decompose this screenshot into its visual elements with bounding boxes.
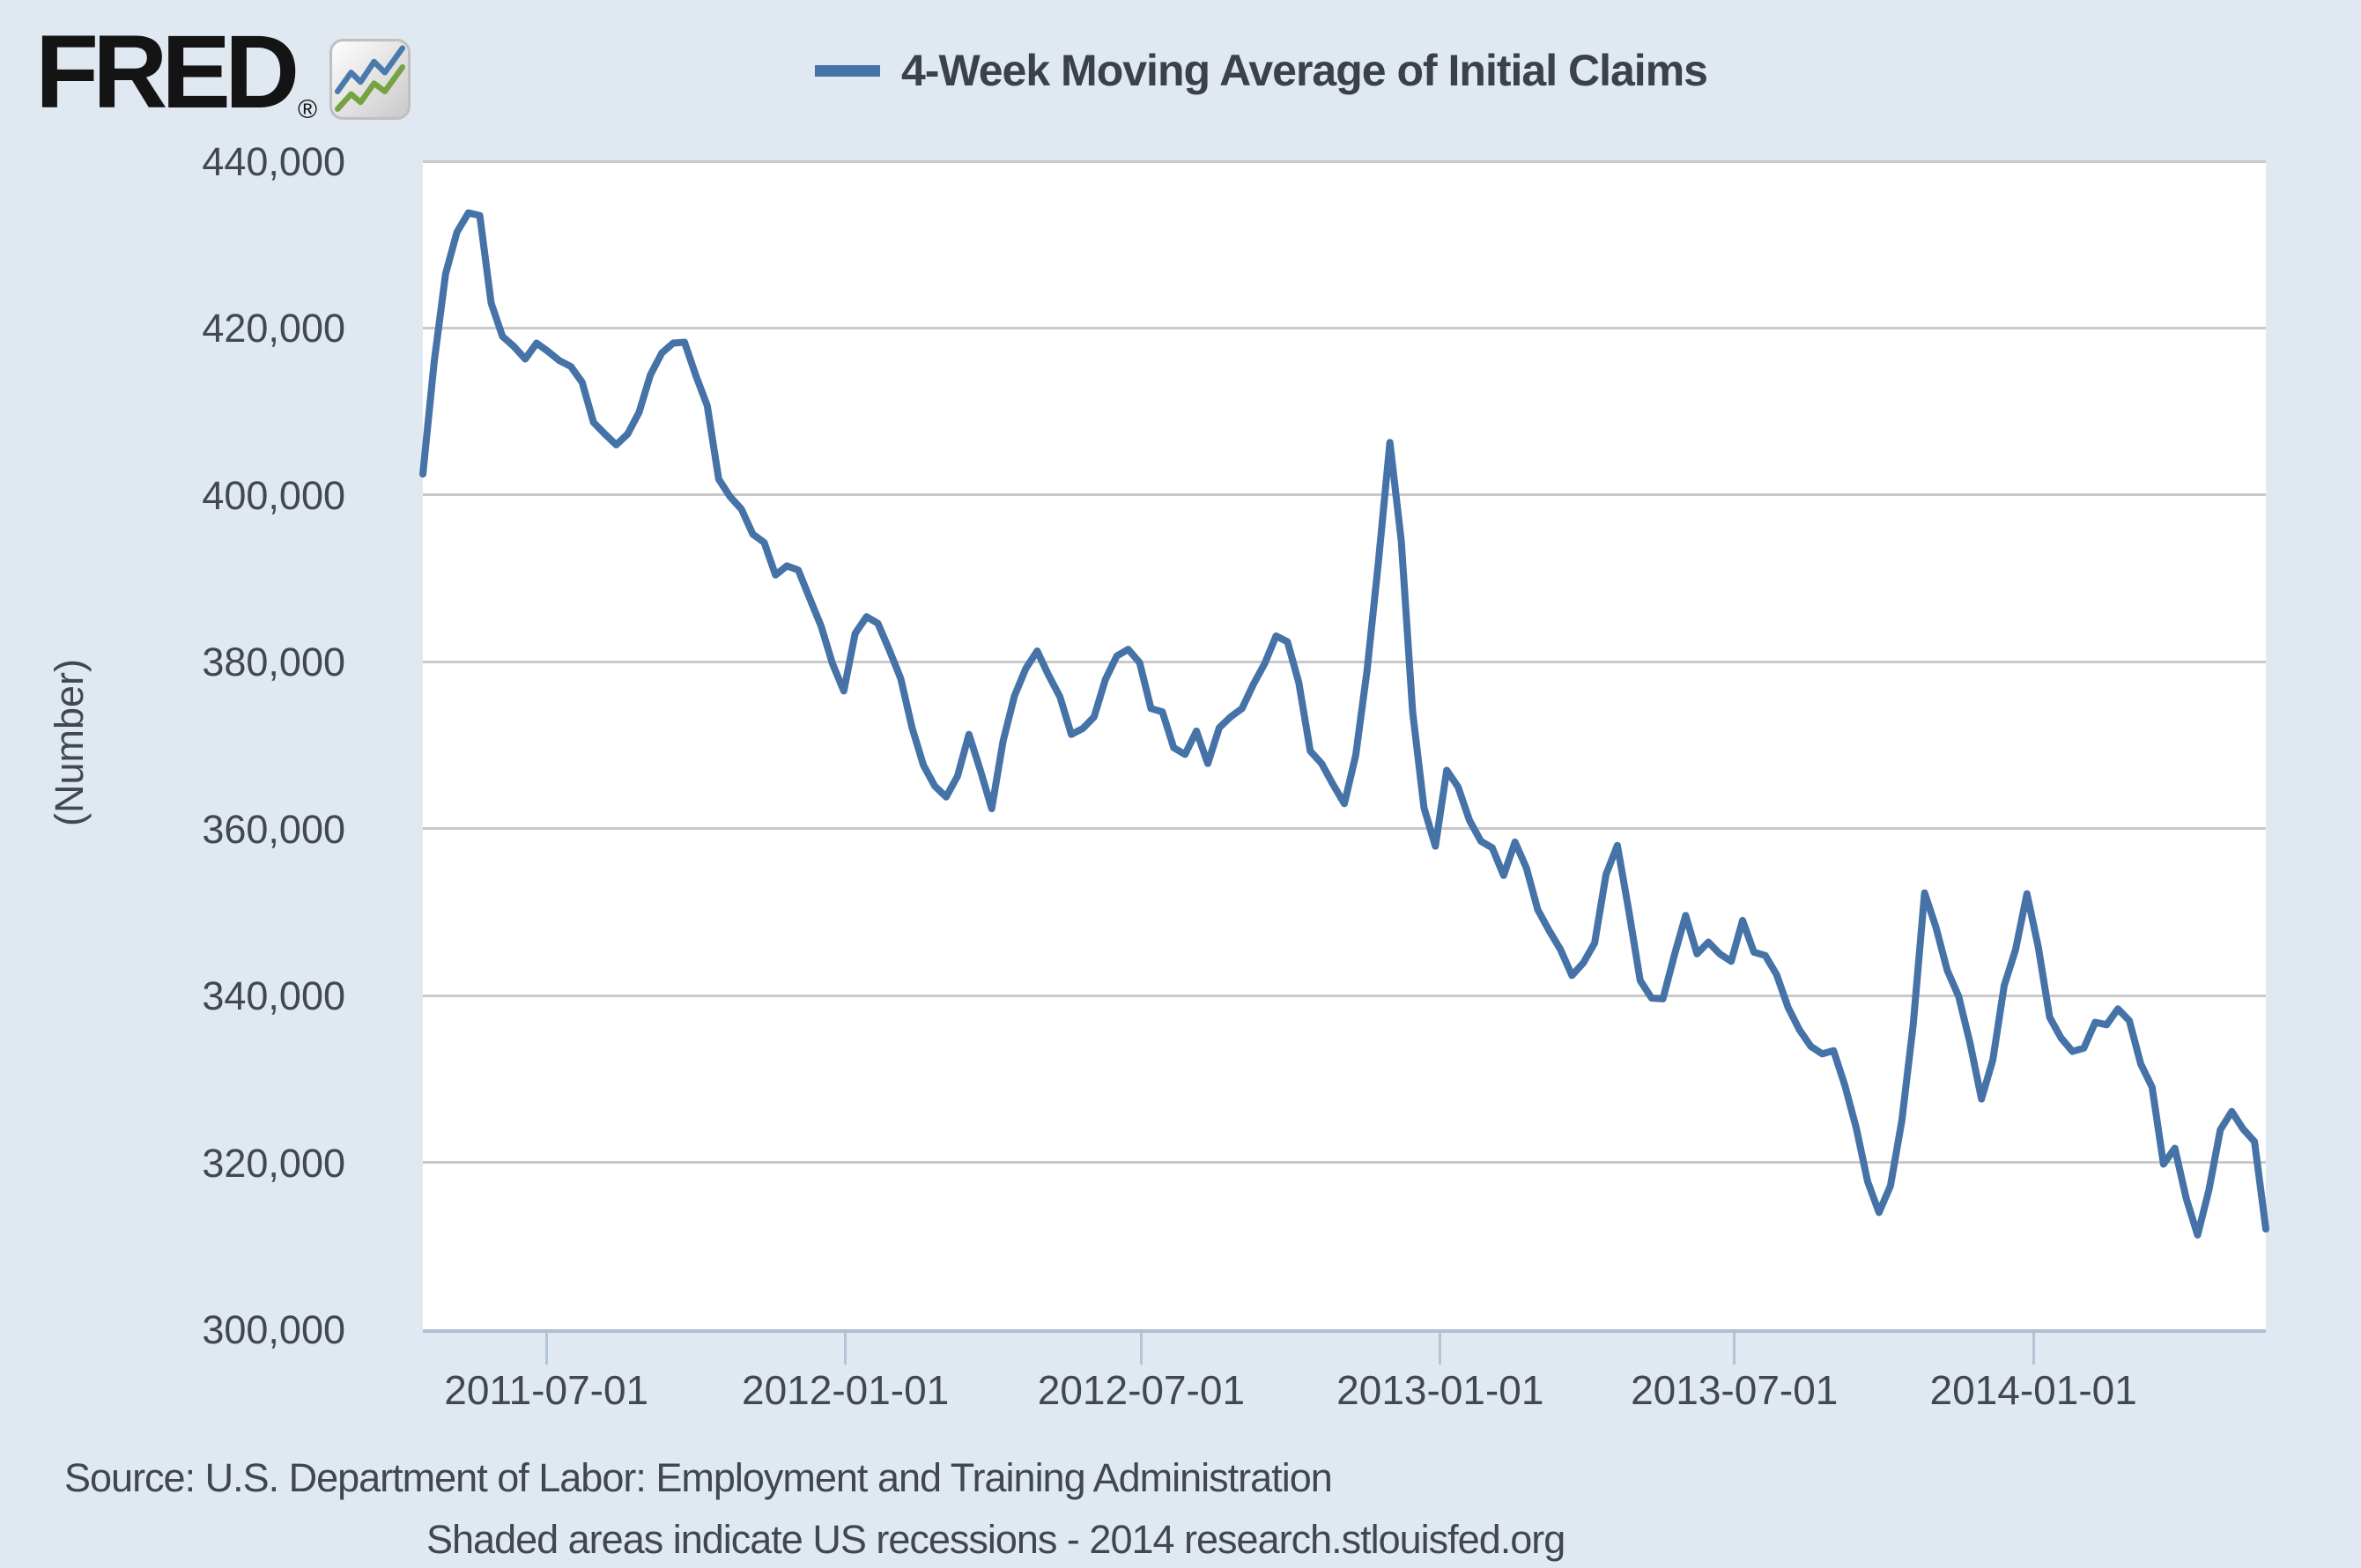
x-tick-mark <box>1733 1333 1736 1365</box>
y-tick-label: 400,000 <box>202 472 345 518</box>
gridline-320000 <box>423 1161 2266 1165</box>
x-tick-mark <box>1439 1333 1442 1365</box>
y-tick-label: 360,000 <box>202 806 345 852</box>
x-tick-label: 2013-01-01 <box>1336 1367 1544 1413</box>
x-tick-label: 2011-07-01 <box>444 1367 649 1413</box>
y-tick-label: 340,000 <box>202 973 345 1019</box>
legend-line-swatch <box>815 64 880 77</box>
legend-series-label: 4-Week Moving Average of Initial Claims <box>901 46 1708 95</box>
registered-trademark-icon: ® <box>298 95 318 124</box>
x-tick-mark <box>2032 1333 2035 1365</box>
x-axis-line <box>423 1329 2266 1333</box>
x-tick-mark <box>844 1333 847 1365</box>
data-line-initial-claims <box>419 209 2269 1239</box>
x-tick-label: 2014-01-01 <box>1929 1367 2137 1413</box>
y-tick-label: 320,000 <box>202 1140 345 1186</box>
x-tick-label: 2012-01-01 <box>741 1367 950 1413</box>
gridline-380000 <box>423 660 2266 663</box>
y-tick-label: 300,000 <box>202 1307 345 1352</box>
y-tick-label: 380,000 <box>202 640 345 685</box>
y-tick-label: 420,000 <box>202 306 345 351</box>
fred-logo-text: FRED <box>35 14 300 130</box>
y-tick-label: 440,000 <box>202 139 345 184</box>
gridline-360000 <box>423 827 2266 831</box>
plot-area <box>423 161 2266 1329</box>
gridline-340000 <box>423 994 2266 997</box>
x-tick-mark <box>1139 1333 1143 1365</box>
gridline-440000 <box>423 159 2266 163</box>
chart-legend: 4-Week Moving Average of Initial Claims <box>815 42 1708 99</box>
x-tick-label: 2012-07-01 <box>1037 1367 1246 1413</box>
fred-sparkline-icon <box>329 39 411 120</box>
x-tick-label: 2013-07-01 <box>1631 1367 1839 1413</box>
gridline-420000 <box>423 326 2266 329</box>
x-tick-mark <box>544 1333 548 1365</box>
recession-watermark-note: Shaded areas indicate US recessions - 20… <box>426 1517 1565 1562</box>
gridline-400000 <box>423 493 2266 497</box>
source-note: Source: U.S. Department of Labor: Employ… <box>64 1455 1333 1500</box>
